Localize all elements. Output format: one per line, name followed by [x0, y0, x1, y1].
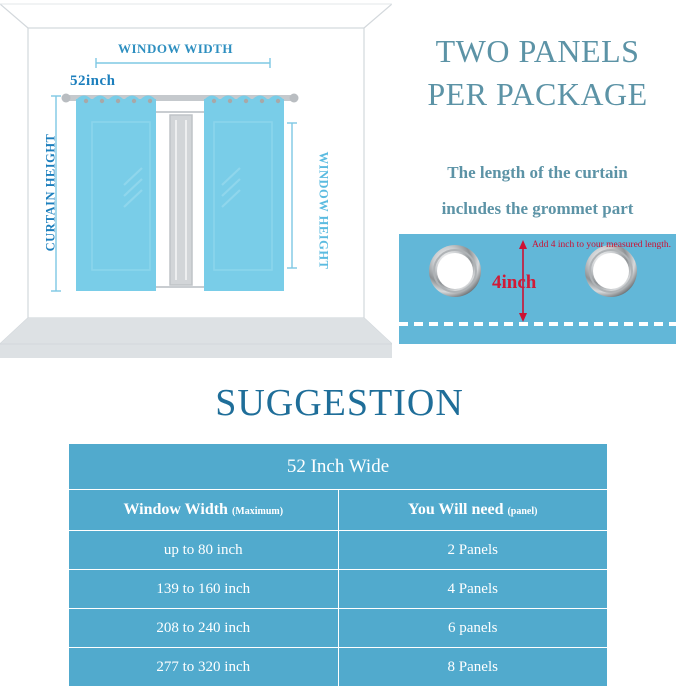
- headline-line-2: PER PACKAGE: [427, 76, 648, 112]
- subtext-block: The length of the curtain includes the g…: [396, 155, 679, 227]
- curtain-panel-left: [76, 95, 156, 291]
- row-3-window-width: 277 to 320 inch: [68, 647, 339, 687]
- grommet-detail-panel: Add 4 inch to your measured length. 4inc…: [399, 234, 676, 344]
- row-0-panels: 2 Panels: [337, 530, 608, 570]
- row-2-window-width: 208 to 240 inch: [68, 608, 339, 648]
- table-row: 277 to 320 inch 8 Panels: [68, 647, 608, 687]
- headline-block: TWO PANELS PER PACKAGE: [396, 30, 679, 116]
- header-window-width-main: Window Width: [123, 501, 232, 518]
- table-header-row: Window Width (Maximum) You Will need (pa…: [68, 489, 608, 531]
- window-height-label: WINDOW HEIGHT: [316, 151, 331, 270]
- floor-surface: [0, 318, 392, 358]
- table-header-you-will-need: You Will need (panel): [337, 489, 608, 531]
- table-header-window-width: Window Width (Maximum): [68, 489, 339, 531]
- subtext-line-2: includes the grommet part: [441, 199, 634, 218]
- grommet-ring-right: [585, 245, 637, 297]
- add-four-inch-note: Add 4 inch to your measured length.: [532, 240, 672, 250]
- curtain-height-label: CURTAIN HEIGHT: [43, 133, 58, 252]
- four-inch-measure-arrow: [519, 240, 527, 322]
- room-window-diagram: WINDOW WIDTH 52inch CURTAIN HEIGHT WINDO…: [0, 0, 392, 362]
- curtain-size-label: 52inch: [70, 73, 116, 89]
- rod-finial-right: [289, 93, 299, 103]
- window-center-mullion: [169, 114, 193, 286]
- window-width-label: WINDOW WIDTH: [118, 41, 233, 56]
- grommet-illustration: [399, 234, 676, 344]
- row-3-panels: 8 Panels: [337, 647, 608, 687]
- row-1-window-width: 139 to 160 inch: [68, 569, 339, 609]
- four-inch-label: 4inch: [492, 272, 537, 293]
- table-row: up to 80 inch 2 Panels: [68, 530, 608, 570]
- row-0-window-width: up to 80 inch: [68, 530, 339, 570]
- table-row: 139 to 160 inch 4 Panels: [68, 569, 608, 609]
- window-width-dimension-line: [95, 58, 271, 68]
- row-1-panels: 4 Panels: [337, 569, 608, 609]
- table-row: 208 to 240 inch 6 panels: [68, 608, 608, 648]
- window-height-dimension-line: [287, 122, 297, 269]
- subtext-line-1: The length of the curtain: [447, 163, 628, 182]
- room-illustration: [0, 3, 392, 358]
- corner-line-top-right: [363, 3, 392, 29]
- left-panel-inner-border: [91, 121, 151, 271]
- grommet-ring-left: [429, 245, 481, 297]
- header-you-will-need-main: You Will need: [408, 501, 508, 518]
- headline-line-1: TWO PANELS: [435, 33, 640, 69]
- rod-finial-left: [61, 93, 71, 103]
- curtain-panel-right: [204, 95, 284, 291]
- suggestion-table: 52 Inch Wide Window Width (Maximum) You …: [68, 443, 608, 687]
- table-title-row: 52 Inch Wide: [68, 443, 608, 490]
- corner-line-top-left: [0, 3, 29, 29]
- curtain-height-dimension-line: [51, 95, 61, 292]
- suggestion-heading: SUGGESTION: [215, 382, 464, 424]
- header-you-will-need-paren: (panel): [507, 506, 538, 517]
- table-title-cell: 52 Inch Wide: [68, 443, 608, 490]
- right-panel-inner-border: [213, 121, 273, 271]
- header-window-width-paren: (Maximum): [231, 506, 284, 517]
- row-2-panels: 6 panels: [337, 608, 608, 648]
